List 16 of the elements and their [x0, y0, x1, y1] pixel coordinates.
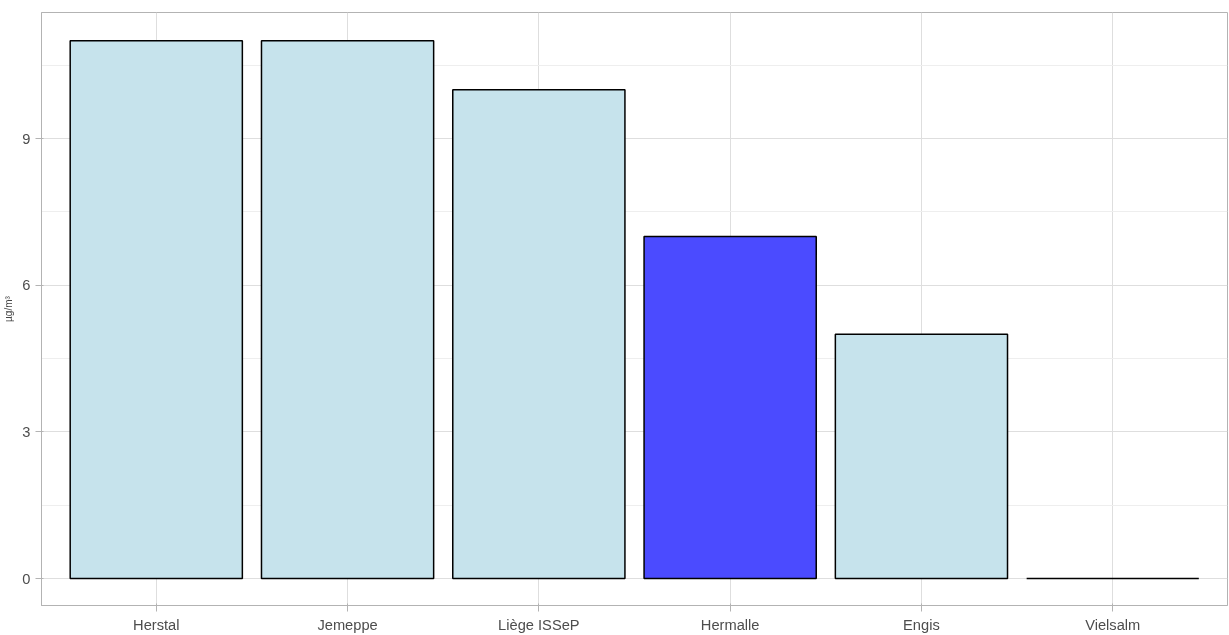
- x-tick-label: Hermalle: [700, 616, 760, 633]
- x-tick-label: Liège ISSeP: [498, 616, 580, 633]
- x-tick-label: Vielsalm: [1085, 616, 1141, 633]
- y-tick-label: 0: [22, 570, 31, 587]
- bar: [452, 88, 626, 580]
- bar: [834, 333, 1009, 580]
- bar: [260, 40, 435, 580]
- y-tick-label: 9: [22, 130, 31, 147]
- y-axis-title: µg/m³: [3, 295, 15, 322]
- x-tick-label: Herstal: [133, 616, 180, 633]
- y-tick-label: 3: [22, 423, 31, 440]
- x-tick-label: Engis: [903, 616, 940, 633]
- x-tick-label: Jemeppe: [317, 616, 378, 633]
- bar: [69, 40, 244, 580]
- bar: [643, 235, 817, 580]
- y-tick-label: 6: [22, 277, 31, 294]
